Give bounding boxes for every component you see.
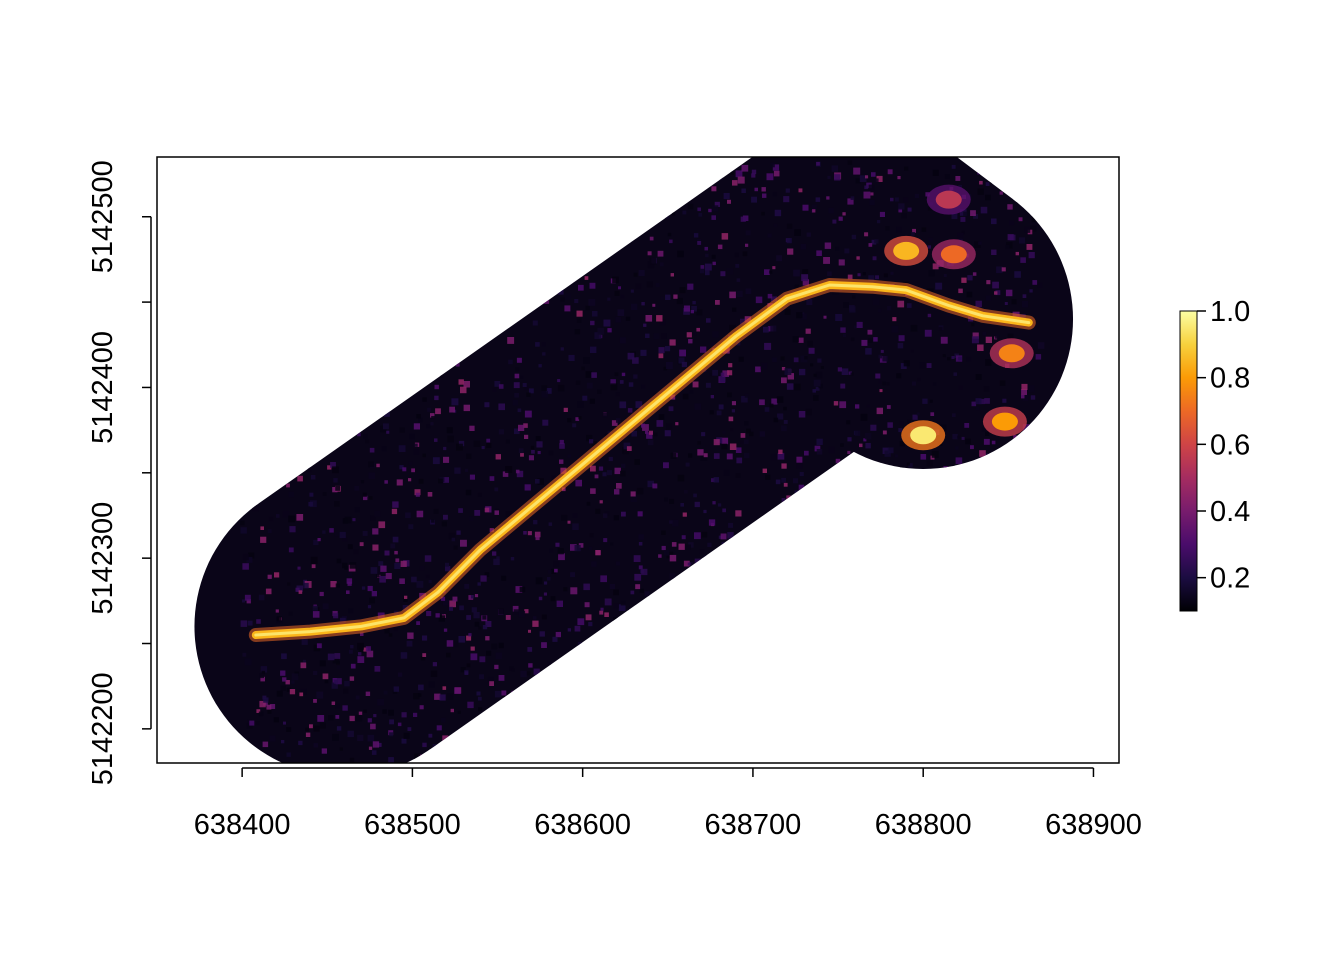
- x-tick-label: 638900: [1045, 809, 1142, 841]
- bright-patch: [926, 184, 971, 215]
- y-tick-label: 5142400: [87, 331, 119, 444]
- x-tick-label: 638800: [875, 809, 972, 841]
- colorbar-tick-label: 1.0: [1210, 296, 1250, 328]
- bright-path-highlight: [254, 283, 1031, 637]
- x-tick-label: 638600: [534, 809, 631, 841]
- y-tick-label: 5142500: [87, 160, 119, 273]
- colorbar-tick-label: 0.2: [1210, 563, 1250, 595]
- bright-patch: [901, 420, 946, 451]
- bright-patch: [931, 239, 976, 270]
- colorbar-tick-label: 0.8: [1210, 363, 1250, 395]
- x-tick-label: 638700: [705, 809, 802, 841]
- colorbar: 0.2 0.4 0.6 0.8 1.0: [1179, 296, 1250, 612]
- x-tick-label: 638400: [194, 809, 291, 841]
- x-axis: 638400 638500 638600 638700 638800 638900: [194, 767, 1142, 841]
- colorbar-tick-label: 0.4: [1210, 496, 1250, 528]
- colorbar-gradient: [1179, 310, 1198, 612]
- bright-patch: [884, 235, 929, 266]
- bright-patch: [989, 338, 1034, 369]
- raster-layer: [194, 157, 1074, 763]
- bright-patch: [982, 406, 1027, 437]
- y-tick-label: 5142200: [87, 672, 119, 785]
- plot-frame: [156, 156, 1120, 764]
- y-axis: 5142200 5142300 5142400 5142500: [87, 160, 152, 785]
- bright-patches: [884, 184, 1034, 451]
- x-tick-label: 638500: [364, 809, 461, 841]
- y-tick-label: 5142300: [87, 502, 119, 615]
- colorbar-tick-label: 0.6: [1210, 429, 1250, 461]
